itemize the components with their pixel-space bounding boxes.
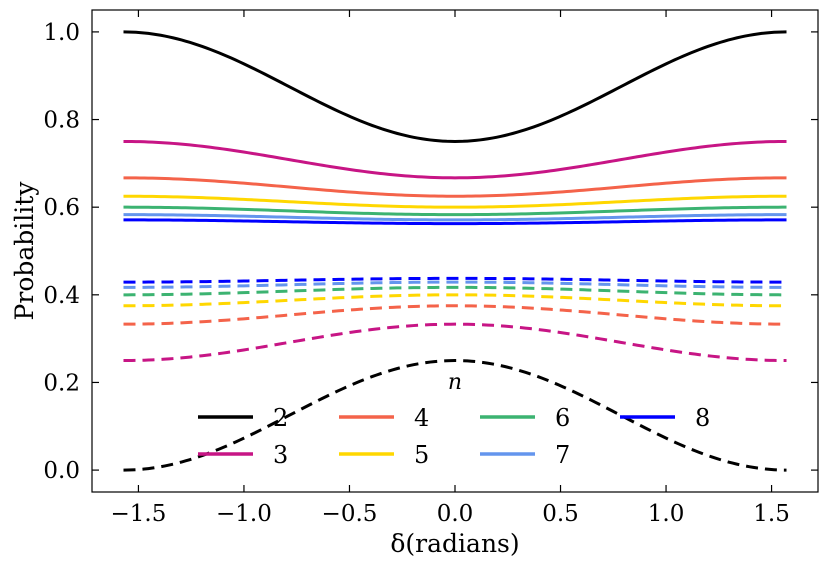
legend-label-n5: 5 [414,441,429,469]
series-line-n5-solid [123,194,787,209]
legend-label-n7: 7 [555,441,570,469]
y-tick-label: 0.0 [43,458,80,484]
series-line-n3-solid [123,139,787,180]
series-layer [123,30,787,472]
x-tick-label: −1.5 [111,501,167,527]
legend-label-n2: 2 [273,404,288,432]
legend-label-n8: 8 [695,404,710,432]
series-line-n7-dashed [123,280,787,289]
series-line-n3-dashed [123,322,787,363]
x-tick-label: 1.5 [753,501,790,527]
legend-label-n3: 3 [273,441,288,469]
legend-label-n4: 4 [414,404,429,432]
series-line-n8-solid [123,218,787,226]
series-line-n6-solid [123,205,787,217]
x-tick-label: −1.0 [216,501,272,527]
y-tick-label: 0.6 [43,195,80,221]
series-line-n2-dashed [123,359,787,472]
y-tick-label: 0.4 [43,283,80,309]
x-axis-label: δ(radians) [390,529,519,558]
y-tick-label: 0.8 [43,108,80,134]
x-tick-label: 0.0 [437,501,474,527]
series-line-n7-solid [123,213,787,222]
series-line-n4-solid [123,176,787,198]
legend-label-n6: 6 [555,404,570,432]
y-axis-label: Probability [10,181,39,321]
series-line-n2-solid [123,30,787,143]
x-tick-label: 1.0 [648,501,685,527]
y-tick-label: 0.2 [43,370,80,396]
legend-title: n [448,370,462,395]
y-tick-label: 1.0 [43,20,80,46]
series-line-n5-dashed [123,293,787,308]
legend: n 2 3 4 5 6 7 8 [198,370,710,469]
series-line-n6-dashed [123,285,787,297]
series-line-n8-dashed [123,276,787,284]
series-line-n4-dashed [123,304,787,326]
x-tick-label: −0.5 [322,501,378,527]
x-tick-label: 0.5 [542,501,579,527]
ticks-layer: −1.5 −1.0 −0.5 0.0 0.5 1.0 1.5 0.0 0.2 0.4 0.6 0.8 1… [43,10,818,527]
